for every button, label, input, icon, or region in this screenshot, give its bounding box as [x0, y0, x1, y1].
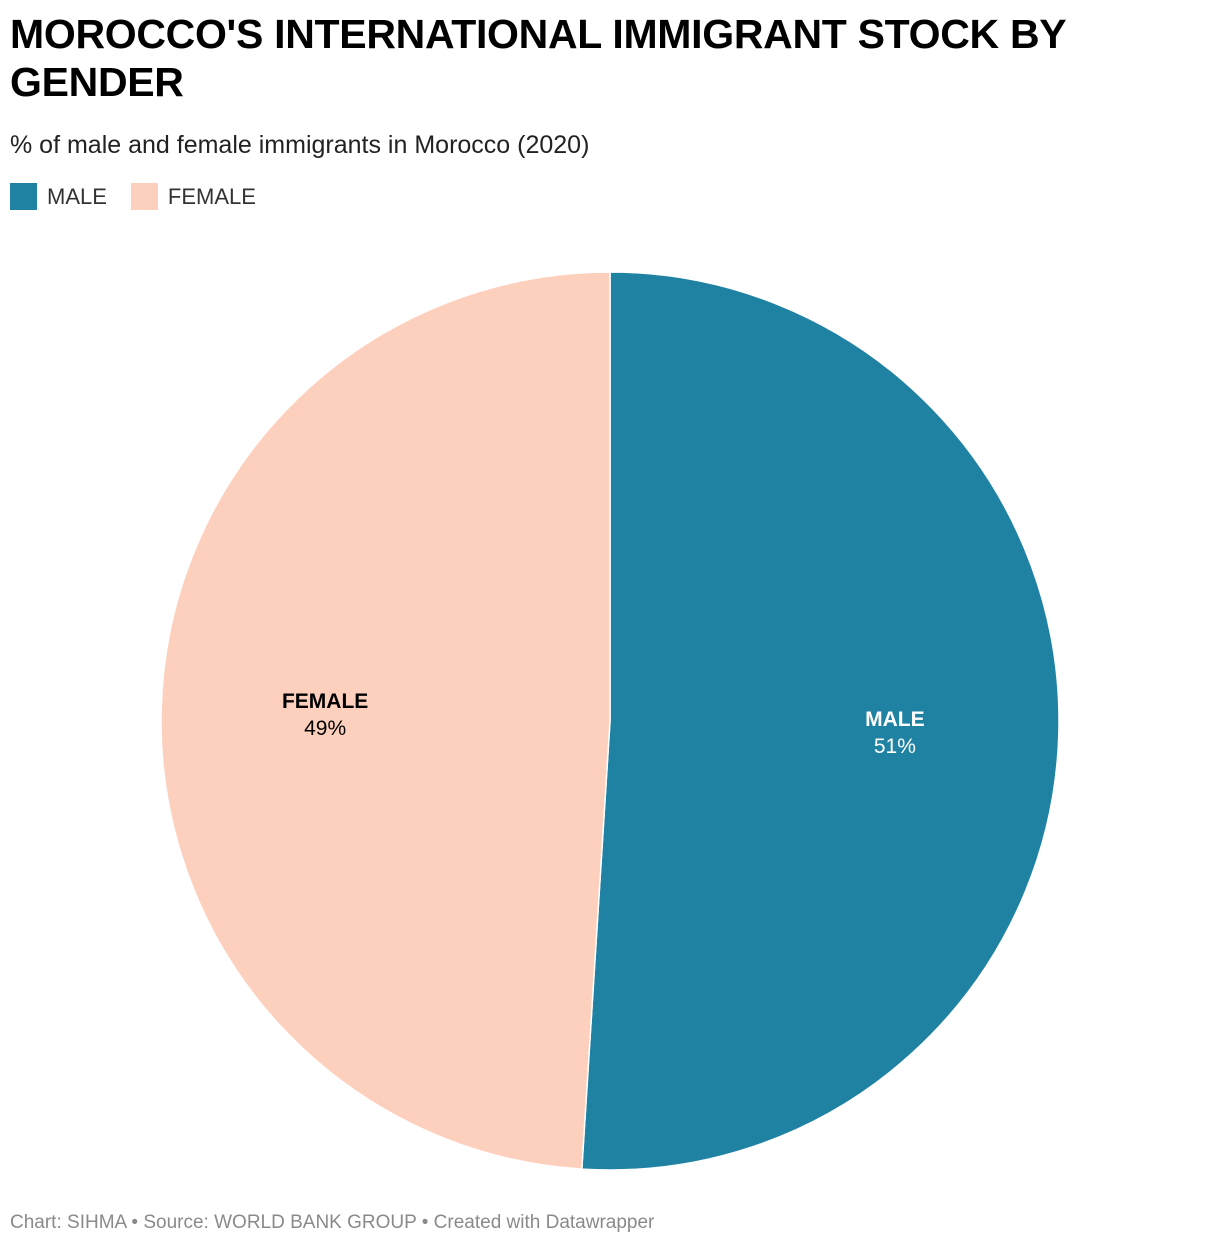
- chart-title: MOROCCO'S INTERNATIONAL IMMIGRANT STOCK …: [10, 11, 1066, 105]
- slice-value-female: 49%: [304, 717, 346, 740]
- chart-footer: Chart: SIHMA • Source: WORLD BANK GROUP …: [10, 1212, 655, 1233]
- legend-label-male: MALE: [47, 183, 107, 209]
- chart-subtitle: % of male and female immigrants in Moroc…: [10, 131, 590, 159]
- legend-item-male: MALE: [10, 183, 107, 210]
- slice-name-male: MALE: [865, 708, 925, 731]
- slice-name-female: FEMALE: [282, 690, 368, 713]
- legend-item-female: FEMALE: [130, 183, 256, 210]
- slice-label-male: MALE 51%: [865, 708, 925, 758]
- slice-label-female: FEMALE 49%: [282, 690, 368, 740]
- pie-slice-male: [581, 271, 1060, 1171]
- legend-label-female: FEMALE: [167, 183, 256, 209]
- legend-swatch-male: [10, 183, 37, 210]
- slice-value-male: 51%: [874, 735, 916, 758]
- pie-slice-female: [160, 271, 611, 1170]
- legend: MALE FEMALE: [10, 183, 256, 210]
- legend-swatch-female: [130, 183, 158, 210]
